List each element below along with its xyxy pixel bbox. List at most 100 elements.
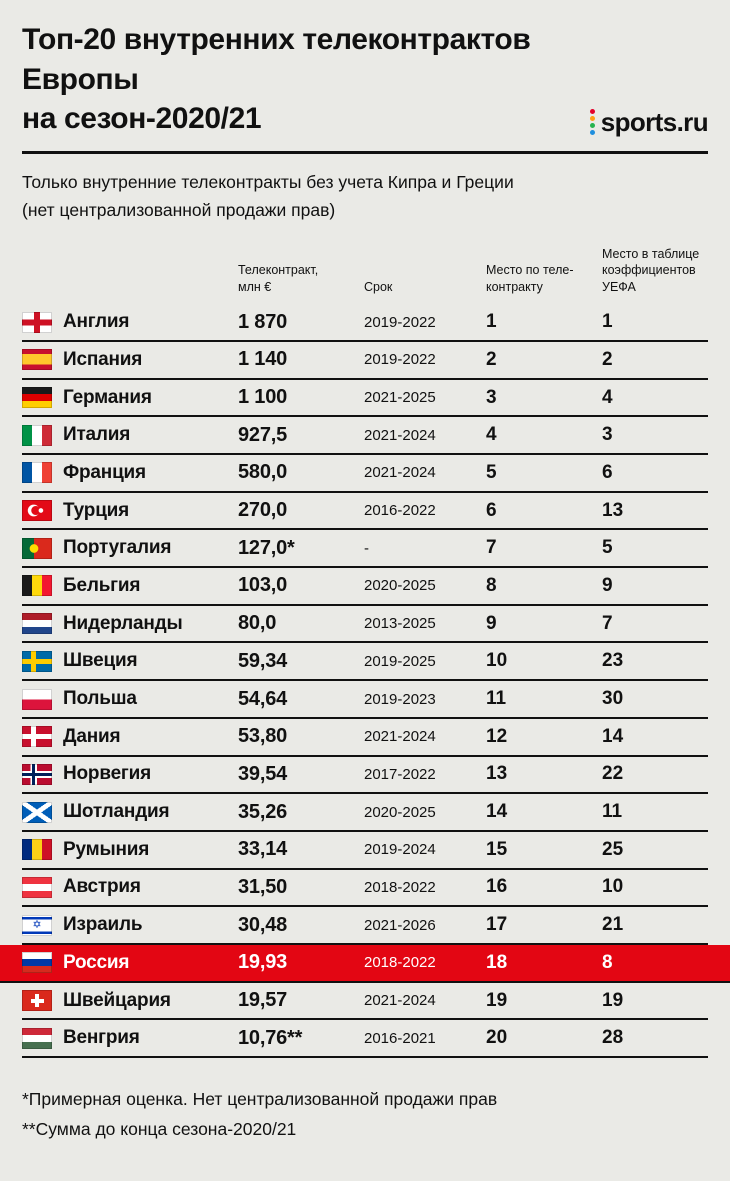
sports-ru-logo: sports.ru [589,106,709,139]
col-header-term: Срок [364,279,393,294]
contract-value: 33,14 [238,838,288,861]
contract-place: 14 [486,801,508,823]
table-row: Израиль 30,48 2021-2026 17 21 [22,907,708,945]
table-row: Швейцария 19,57 2021-2024 19 19 [22,983,708,1021]
table-row: Италия 927,5 2021-2024 4 3 [22,417,708,456]
subtitle: Только внутренние телеконтракты без учет… [22,171,514,220]
contract-place: 8 [486,574,497,596]
uefa-place: 8 [602,951,613,973]
flag-germany-icon [22,387,52,408]
flag-italy-icon [22,424,52,446]
contract-place: 7 [486,537,497,559]
contract-place: 18 [486,951,508,973]
flag-norway-icon [22,763,52,785]
term-value: 2017-2022 [364,765,436,783]
contract-place: 6 [486,499,497,521]
uefa-place: 13 [602,499,624,521]
table-header: Телеконтракт, млн € Срок Место по теле- … [22,246,708,305]
term-value: 2020-2025 [364,803,436,821]
logo-dot-icon [589,130,595,136]
contract-place: 20 [486,1027,508,1049]
contract-place: 12 [486,725,508,747]
country-name: Россия [63,951,130,973]
flag-poland-icon [22,688,52,710]
contract-value: 30,48 [238,913,288,936]
uefa-place: 3 [602,424,613,446]
col-header-place-uefa: Место в таблице коэффициентов УЕФА [602,246,700,294]
contract-place: 16 [486,876,508,898]
contract-place: 4 [486,424,497,446]
country-cell: Франция [22,462,238,484]
uefa-place: 7 [602,612,613,634]
uefa-place: 10 [602,876,624,898]
contract-place: 17 [486,914,508,936]
page-title: Топ-20 внутренних телеконтрактов Европы … [22,23,531,136]
country-cell: Швейцария [22,990,238,1012]
contract-value: 1 100 [238,386,288,408]
uefa-place: 4 [602,386,613,408]
contract-value: 127,0* [238,536,295,559]
table-row: Англия 1 870 2019-2022 1 1 [22,304,708,342]
country-name: Венгрия [63,1027,140,1049]
col-header-contract: Телеконтракт, млн € [238,263,319,294]
contract-place: 2 [486,348,497,370]
country-name: Румыния [63,838,150,860]
country-name: Испания [63,348,143,370]
term-value: - [364,539,369,557]
table-row: Шотландия 35,26 2020-2025 14 11 [22,794,708,832]
logo-dot-icon [589,123,595,129]
table-row: Нидерланды 80,0 2013-2025 9 7 [22,606,708,644]
contract-place: 11 [486,688,507,709]
term-value: 2013-2025 [364,615,436,633]
country-cell: Турция [22,500,238,522]
country-name: Германия [63,386,152,408]
country-cell: Англия [22,311,238,333]
contract-value: 59,34 [238,649,288,672]
country-cell: Шотландия [22,801,238,823]
flag-france-icon [22,462,52,484]
flag-switzerland-icon [22,990,52,1011]
term-value: 2019-2022 [364,351,436,369]
uefa-place: 25 [602,838,624,860]
table-row: Турция 270,0 2016-2022 6 13 [22,493,708,531]
flag-romania-icon [22,839,52,861]
logo-dots-icon [589,109,595,136]
table-row: Венгрия 10,76** 2016-2021 20 28 [22,1020,708,1059]
contract-value: 1 140 [238,348,288,371]
country-name: Англия [63,311,130,333]
flag-denmark-icon [22,726,52,748]
term-value: 2021-2026 [364,916,436,934]
contract-value: 19,57 [238,989,288,1011]
flag-scotland-icon [22,801,52,823]
term-value: 2020-2025 [364,577,436,595]
table-row: Дания 53,80 2021-2024 12 14 [22,719,708,757]
country-name: Италия [63,424,131,446]
table-row: Польша 54,64 2019-2023 11 30 [22,681,708,719]
footnotes: *Примерная оценка. Нет централизованной … [0,1058,730,1144]
logo-text: sports.ru [600,106,709,137]
country-name: Нидерланды [63,612,183,634]
contract-value: 103,0 [238,574,288,597]
contract-value: 927,5 [238,423,288,446]
flag-netherlands-icon [22,613,52,635]
country-name: Шотландия [63,801,170,823]
uefa-place: 2 [602,348,613,370]
contract-value: 10,76** [238,1026,303,1049]
footnote-1: *Примерная оценка. Нет централизованной … [22,1089,498,1110]
table-rows: Англия 1 870 2019-2022 1 1 Испания 1 140… [0,304,730,1059]
uefa-place: 6 [602,461,613,483]
country-name: Швеция [63,650,138,672]
table-row: Румыния 33,14 2019-2024 15 25 [22,832,708,870]
country-cell: Израиль [22,914,238,936]
uefa-place: 22 [602,763,624,785]
header: Топ-20 внутренних телеконтрактов Европы … [0,20,730,139]
flag-austria-icon [22,876,52,898]
contract-place: 15 [486,838,508,860]
uefa-place: 28 [602,1027,624,1049]
term-value: 2021-2024 [364,426,436,444]
term-value: 2019-2022 [364,313,436,331]
table-row: Норвегия 39,54 2017-2022 13 22 [22,757,708,795]
country-cell: Германия [22,387,238,409]
country-cell: Швеция [22,650,238,672]
uefa-place: 30 [602,688,624,709]
